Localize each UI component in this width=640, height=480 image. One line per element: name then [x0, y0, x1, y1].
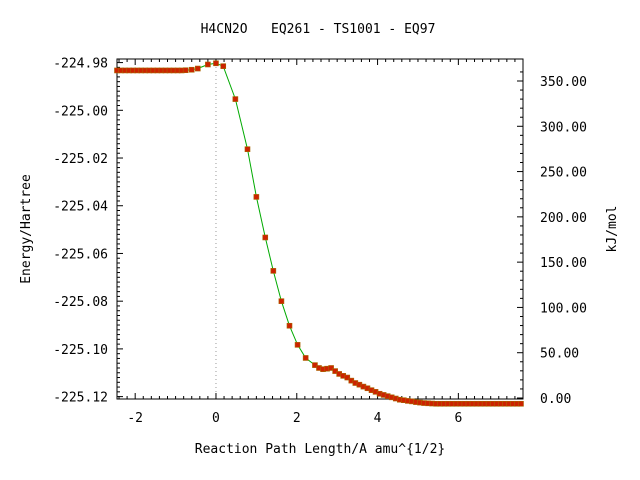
data-point — [205, 61, 211, 68]
x-tick-label: 2 — [293, 411, 301, 426]
data-point — [332, 368, 338, 374]
data-markers — [114, 60, 524, 407]
data-point — [253, 194, 260, 200]
y2-tick-label: 0.00 — [540, 392, 571, 407]
data-point — [286, 322, 293, 329]
data-point — [294, 342, 301, 348]
data-point — [302, 355, 309, 361]
data-point — [182, 67, 189, 74]
y2-tick-label: 350.00 — [540, 75, 587, 90]
energy-curve — [117, 62, 521, 405]
data-point — [244, 146, 251, 152]
data-point — [344, 374, 351, 381]
y-tick-label: -225.12 — [53, 391, 108, 406]
y-tick-label: -225.00 — [53, 104, 108, 119]
data-point — [278, 298, 285, 304]
data-point — [213, 60, 219, 67]
plot-area-frame — [116, 58, 524, 400]
y2-tick-label: 50.00 — [540, 347, 579, 362]
y-tick-label: -225.10 — [53, 343, 108, 358]
y-tick-label: -225.08 — [53, 295, 108, 310]
y2-tick-label: 150.00 — [540, 256, 587, 271]
x-tick-label: 6 — [454, 411, 462, 426]
data-point — [518, 400, 524, 407]
x-axis-label: Reaction Path Length/A amu^{1/2} — [195, 442, 445, 457]
data-point — [232, 96, 239, 102]
data-point — [188, 66, 195, 73]
y-tick-label: -225.02 — [53, 152, 108, 167]
y-tick-label: -225.06 — [53, 247, 108, 262]
y2-tick-label: 250.00 — [540, 166, 587, 181]
axes: -2 0 2 4 6 -224.98 -225.00 -225.02 -225.04 -225.0… — [53, 57, 587, 426]
y-axis-label: Energy/Hartree — [19, 174, 34, 284]
data-point — [328, 365, 334, 371]
y-tick-label: -224.98 — [53, 57, 108, 72]
y2-tick-label: 300.00 — [540, 120, 587, 135]
y2-tick-label: 200.00 — [540, 211, 587, 226]
data-point — [220, 63, 227, 69]
y2-tick-label: 100.00 — [540, 301, 587, 316]
x-tick-label: 4 — [374, 411, 382, 426]
data-point — [194, 65, 201, 72]
data-point — [312, 362, 318, 368]
chart-title: H4CN2O EQ261 - TS1001 - EQ97 — [201, 22, 436, 37]
y-tick-label: -225.04 — [53, 200, 108, 215]
data-point — [270, 268, 277, 274]
data-point — [262, 234, 269, 241]
x-tick-label: 0 — [212, 411, 220, 426]
y2-axis-label: kJ/mol — [605, 206, 620, 253]
x-tick-label: -2 — [127, 411, 143, 426]
